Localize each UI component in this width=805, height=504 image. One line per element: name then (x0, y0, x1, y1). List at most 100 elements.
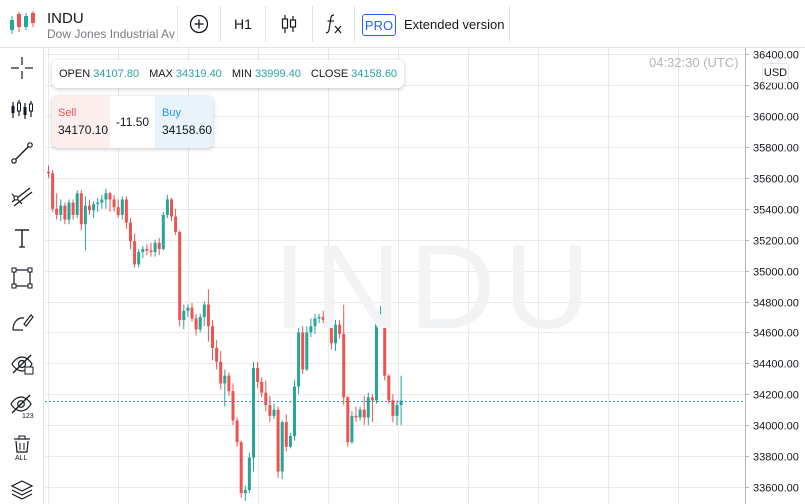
layers-tool[interactable] (6, 474, 38, 504)
candle (129, 218, 132, 249)
text-tool[interactable] (6, 222, 38, 254)
chart-area[interactable]: INDU 36400.00 36200.00 36000.00 35800.00 356… (45, 48, 805, 504)
min-value: 33999.40 (254, 68, 301, 80)
candle (383, 315, 387, 381)
candlestick-chart: 36400.00 36200.00 36000.00 35800.00 35600.00… (45, 48, 799, 504)
toolbar-divider (312, 6, 313, 42)
rectangle-tool[interactable] (6, 262, 38, 294)
y-tick-label: 36400.00 (753, 50, 799, 62)
symbol-full-name[interactable]: Dow Jones Industrial Average (47, 27, 175, 41)
pitchfork-icon (11, 187, 33, 207)
candle (325, 313, 329, 327)
trend-line-tool[interactable] (6, 137, 38, 169)
candle (227, 372, 231, 396)
candle (264, 380, 268, 412)
open-value: 34107.80 (93, 68, 140, 80)
candle (293, 380, 296, 441)
close-value: 34158.60 (351, 68, 398, 80)
remove-all-tool[interactable]: ALL (6, 432, 38, 464)
candle (149, 242, 153, 257)
add-symbol-button[interactable] (182, 8, 216, 40)
indicators-button[interactable] (317, 8, 351, 40)
brush-icon (12, 314, 34, 331)
max-value: 34319.40 (175, 68, 222, 80)
y-tick-label: 34400.00 (753, 359, 799, 371)
min-label: MIN (231, 68, 252, 80)
crosshair-tool[interactable] (6, 52, 38, 84)
y-tick-label: 34000.00 (753, 421, 799, 433)
y-tick-label: 34800.00 (753, 298, 799, 310)
toolbar-divider (509, 6, 510, 42)
candle (321, 310, 325, 324)
candle (100, 194, 104, 209)
toolbar-divider (220, 6, 221, 42)
candle (161, 211, 165, 251)
symbol-ticker[interactable]: INDU (47, 10, 84, 27)
candle (71, 199, 75, 220)
candle (231, 383, 235, 426)
layers-icon (10, 480, 34, 500)
y-tick-label: 36200.00 (753, 81, 799, 93)
candle (108, 191, 112, 212)
candle (92, 201, 96, 219)
candle (329, 301, 333, 350)
candle (366, 392, 370, 426)
candle (260, 377, 264, 398)
svg-text:123: 123 (22, 413, 34, 419)
pitchfork-tool[interactable] (6, 180, 38, 212)
candle (280, 420, 284, 480)
candle (178, 230, 182, 327)
candle (297, 327, 301, 395)
extended-version-link[interactable]: Extended version (404, 17, 505, 32)
candle (288, 432, 292, 449)
close-label: CLOSE (310, 68, 349, 80)
candle (104, 188, 108, 209)
sell-price: 34170.10 (58, 123, 109, 137)
candle (153, 239, 157, 257)
spread-value: -11.50 (115, 115, 150, 129)
candle (186, 304, 190, 317)
hide-drawings-tool[interactable] (6, 348, 38, 380)
svg-text:ALL: ALL (15, 455, 28, 461)
candle (120, 196, 124, 220)
fx-icon (325, 14, 342, 34)
candle (137, 248, 141, 268)
candle (284, 414, 288, 452)
candle (362, 395, 366, 426)
ohlc-info-panel: OPEN 34107.80 MAX 34319.40 MIN 33999.40 … (52, 60, 405, 88)
candle (399, 375, 403, 426)
hide-drawings-icon (11, 354, 34, 375)
sell-button[interactable]: Sell 34170.10 (52, 96, 110, 148)
candle (243, 485, 247, 501)
chart-type-button[interactable] (270, 8, 308, 40)
candle (342, 304, 346, 406)
candle (170, 197, 173, 222)
currency-button[interactable]: USD (762, 63, 789, 83)
y-tick-label: 35600.00 (753, 174, 799, 186)
remove-all-icon: ALL (14, 435, 30, 461)
brush-tool[interactable] (6, 306, 38, 338)
trend-line-icon (11, 142, 33, 164)
candle (182, 304, 186, 330)
buy-button[interactable]: Buy 34158.60 (155, 96, 213, 148)
clock-label: 04:32:30 (UTC) (649, 55, 739, 70)
candle (235, 417, 239, 447)
candle (47, 165, 50, 178)
candle (211, 320, 214, 361)
candle (334, 320, 337, 351)
candle (301, 326, 305, 375)
candle (354, 406, 358, 423)
candle (96, 197, 100, 212)
candle (145, 244, 149, 256)
indicators-tool[interactable] (6, 94, 38, 126)
hide-indicators-tool[interactable]: 123 (6, 390, 38, 422)
timeframe-button[interactable]: H1 (234, 16, 252, 32)
candle (59, 199, 63, 222)
pro-badge[interactable]: PRO (362, 14, 396, 36)
candle (67, 199, 71, 225)
candle (391, 394, 395, 423)
candle (272, 403, 276, 419)
candle (379, 306, 383, 325)
candlestick-icon (281, 15, 297, 33)
y-tick-label: 35000.00 (753, 267, 799, 279)
